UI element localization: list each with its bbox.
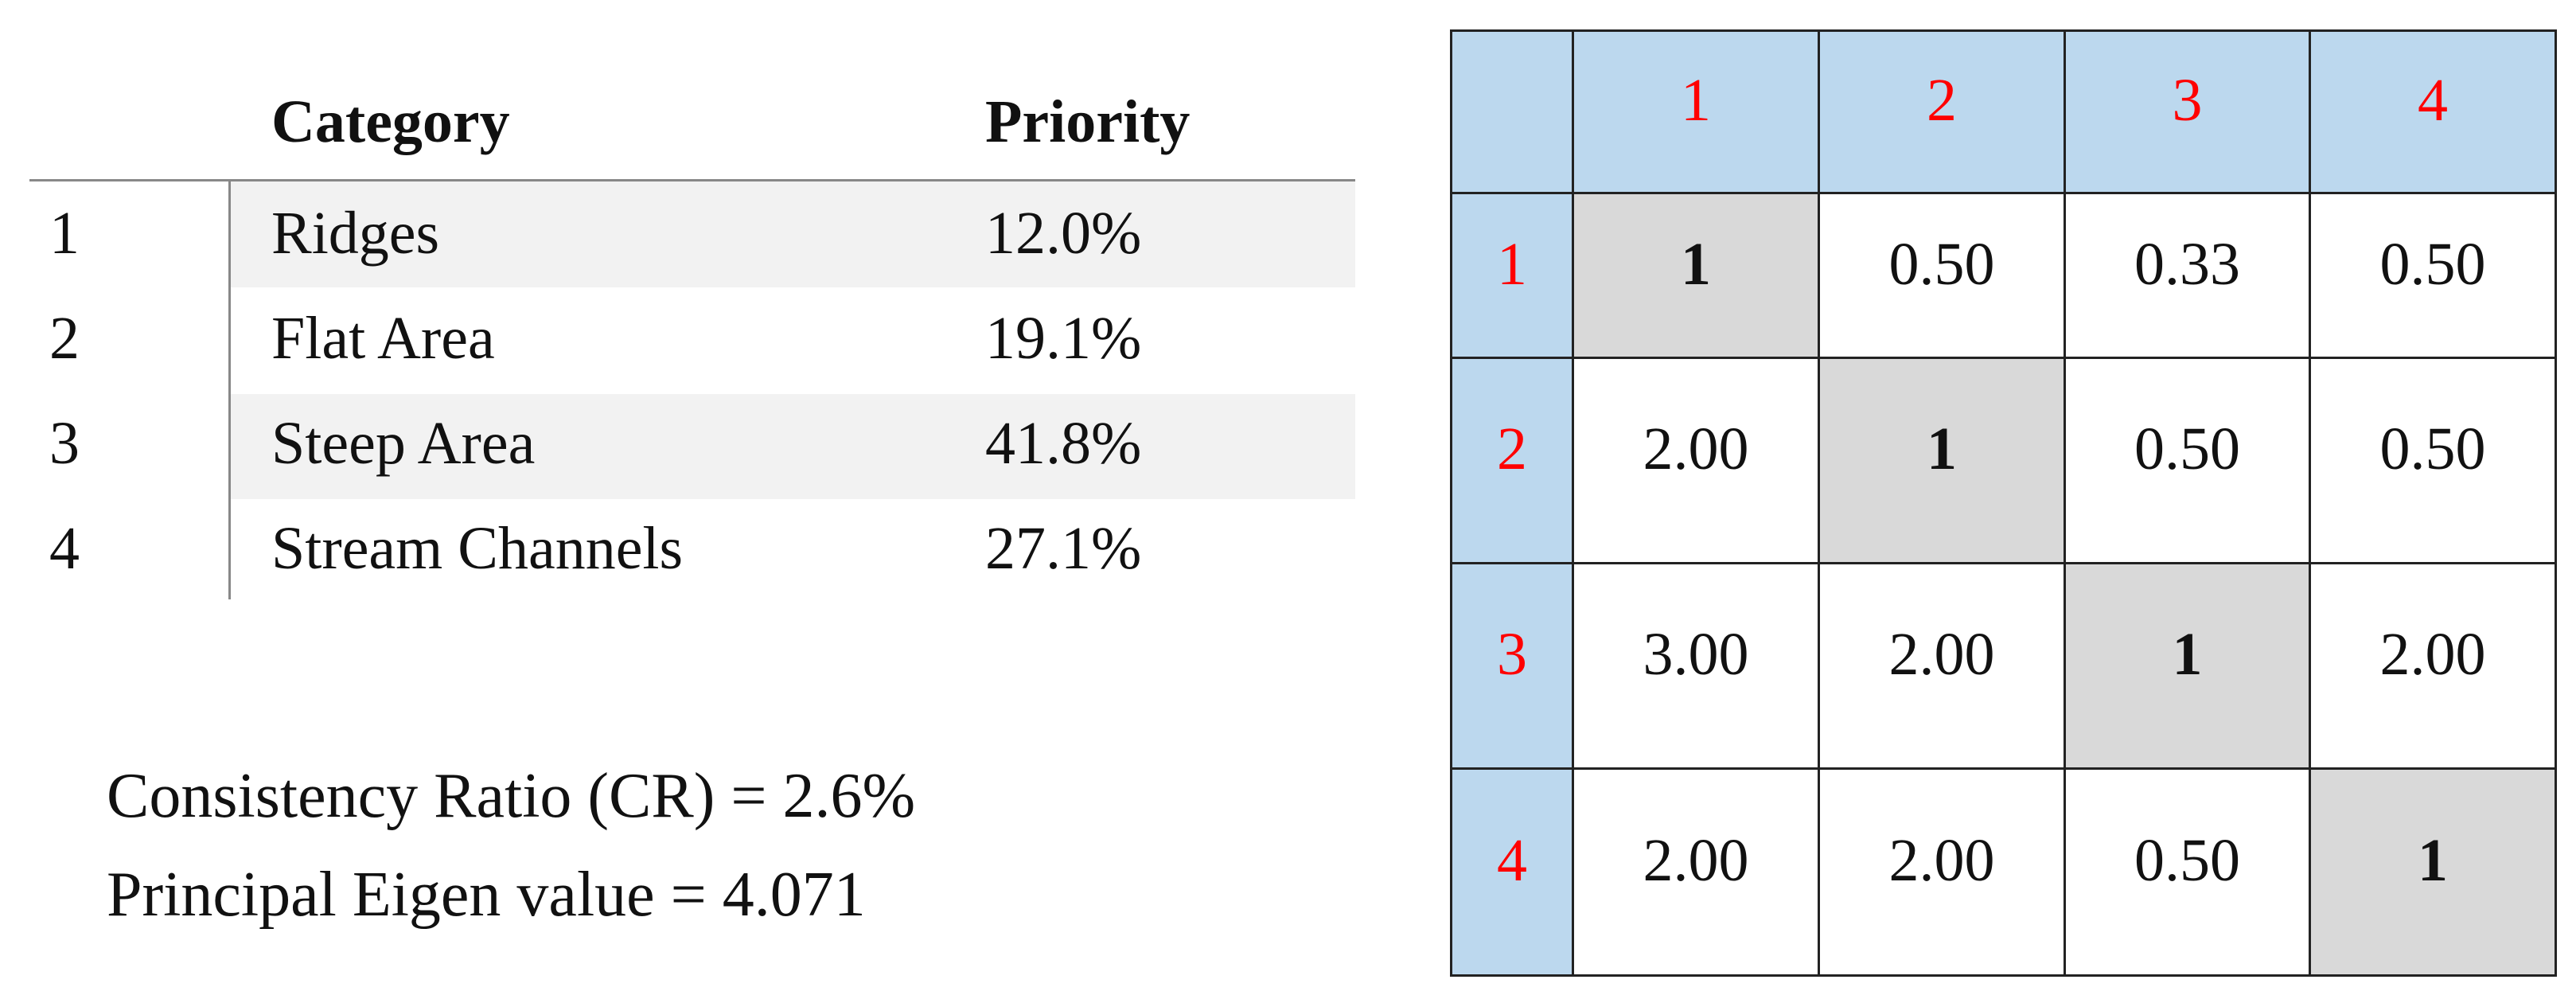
row-header: 2 <box>1450 357 1574 564</box>
note: Principal Eigen value = 4.071 <box>107 860 866 930</box>
header-rule <box>29 179 1355 181</box>
row-header: 4 <box>1450 767 1574 977</box>
column-header: Priority <box>985 88 1191 155</box>
cell: 27.1% <box>985 515 1142 582</box>
column-header: 1 <box>1572 29 1820 194</box>
column-header: 4 <box>2309 29 2557 194</box>
diagonal-cell: 1 <box>2309 767 2557 977</box>
cell: Ridges <box>271 200 440 267</box>
column-header: 3 <box>2064 29 2311 194</box>
cell: 3.00 <box>1572 562 1820 770</box>
diagonal-cell: 1 <box>1572 192 1820 359</box>
shade-row <box>230 394 1355 499</box>
cell: Flat Area <box>271 305 495 372</box>
cell: 19.1% <box>985 305 1142 372</box>
cell: Steep Area <box>271 410 536 477</box>
diagonal-cell: 1 <box>1818 357 2066 564</box>
row-index: 4 <box>49 515 80 582</box>
row-index: 2 <box>49 305 80 372</box>
cell: Stream Channels <box>271 515 684 582</box>
cell: 12.0% <box>985 200 1142 267</box>
cell: 0.50 <box>2064 357 2311 564</box>
corner-cell <box>1450 29 1574 194</box>
cell: 41.8% <box>985 410 1142 477</box>
row-header: 3 <box>1450 562 1574 770</box>
shade-row <box>230 181 1355 287</box>
diagonal-cell: 1 <box>2064 562 2311 770</box>
cell: 0.50 <box>2309 192 2557 359</box>
row-index: 3 <box>49 410 80 477</box>
cell: 0.50 <box>2309 357 2557 564</box>
cell: 0.50 <box>1818 192 2066 359</box>
row-index: 1 <box>49 200 80 267</box>
cell: 0.50 <box>2064 767 2311 977</box>
note: Consistency Ratio (CR) = 2.6% <box>107 761 916 831</box>
cell: 2.00 <box>2309 562 2557 770</box>
cell: 2.00 <box>1572 767 1820 977</box>
column-header: Category <box>271 88 510 155</box>
cell: 2.00 <box>1572 357 1820 564</box>
cell: 2.00 <box>1818 562 2066 770</box>
row-header: 1 <box>1450 192 1574 359</box>
cell: 0.33 <box>2064 192 2311 359</box>
column-header: 2 <box>1818 29 2066 194</box>
index-rule <box>228 181 231 599</box>
cell: 2.00 <box>1818 767 2066 977</box>
